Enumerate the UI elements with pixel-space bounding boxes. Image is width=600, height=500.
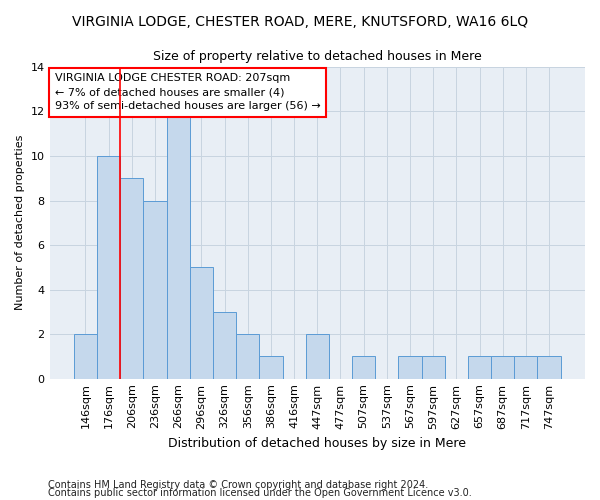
- Bar: [468, 356, 491, 378]
- Bar: [97, 156, 120, 378]
- Bar: [120, 178, 143, 378]
- Bar: [213, 312, 236, 378]
- Bar: [514, 356, 538, 378]
- Bar: [143, 200, 167, 378]
- Text: Contains public sector information licensed under the Open Government Licence v3: Contains public sector information licen…: [48, 488, 472, 498]
- Bar: [352, 356, 375, 378]
- Bar: [259, 356, 283, 378]
- Bar: [74, 334, 97, 378]
- Bar: [398, 356, 422, 378]
- Text: Contains HM Land Registry data © Crown copyright and database right 2024.: Contains HM Land Registry data © Crown c…: [48, 480, 428, 490]
- Bar: [305, 334, 329, 378]
- Bar: [190, 268, 213, 378]
- Bar: [236, 334, 259, 378]
- Title: Size of property relative to detached houses in Mere: Size of property relative to detached ho…: [153, 50, 482, 63]
- Y-axis label: Number of detached properties: Number of detached properties: [15, 135, 25, 310]
- Bar: [491, 356, 514, 378]
- Text: VIRGINIA LODGE CHESTER ROAD: 207sqm
← 7% of detached houses are smaller (4)
93% : VIRGINIA LODGE CHESTER ROAD: 207sqm ← 7%…: [55, 73, 320, 111]
- X-axis label: Distribution of detached houses by size in Mere: Distribution of detached houses by size …: [168, 437, 466, 450]
- Bar: [167, 112, 190, 378]
- Text: VIRGINIA LODGE, CHESTER ROAD, MERE, KNUTSFORD, WA16 6LQ: VIRGINIA LODGE, CHESTER ROAD, MERE, KNUT…: [72, 15, 528, 29]
- Bar: [538, 356, 560, 378]
- Bar: [422, 356, 445, 378]
